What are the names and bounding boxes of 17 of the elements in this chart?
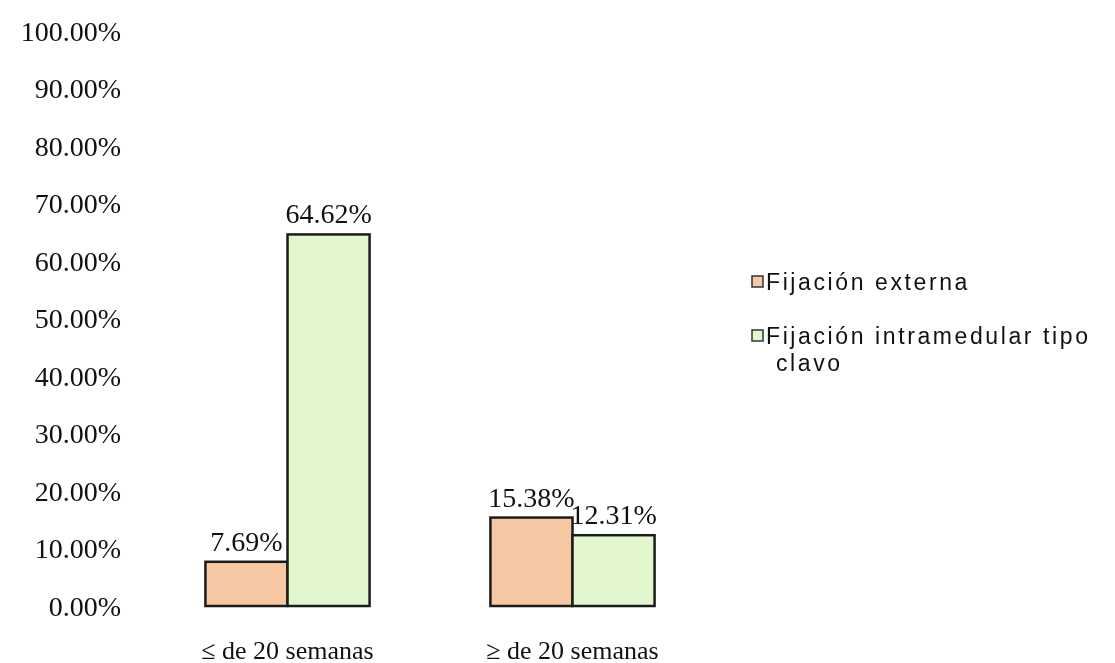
data-label: 7.69% [210,525,283,557]
y-tick-label: 70.00% [34,188,121,219]
y-tick-label: 90.00% [34,73,121,104]
y-tick-label: 50.00% [34,303,121,334]
x-tick-label: ≥ de 20 semanas [486,635,659,663]
y-tick-label: 40.00% [34,360,121,392]
y-tick-label: 80.00% [34,130,121,162]
y-tick-label: 0.00% [48,590,121,622]
y-tick-label: 60.00% [34,245,121,277]
y-tick-label: 30.00% [34,418,121,449]
legend-label: Fijación intramedular tipo clavo [766,323,1091,376]
x-tick-label: ≤ de 20 semanas [201,635,374,663]
data-label: 64.62% [285,198,372,230]
y-tick-label: 10.00% [34,533,121,564]
legend-label: Fijación externa [766,269,970,295]
y-tick-label: 100.00% [20,15,121,47]
y-tick-label: 20.00% [34,475,121,507]
